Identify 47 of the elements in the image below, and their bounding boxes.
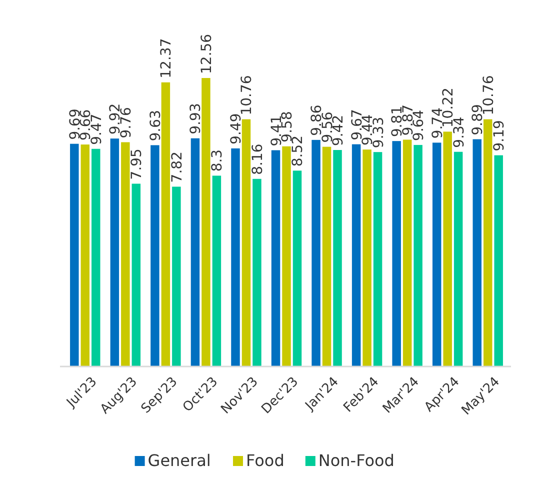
bar — [110, 138, 120, 366]
bar — [282, 146, 291, 366]
bar — [322, 146, 332, 366]
bar — [190, 138, 200, 366]
bar — [212, 176, 222, 366]
data-label: 9.63 — [148, 110, 164, 142]
bar — [352, 144, 361, 366]
bar — [150, 145, 160, 366]
bar — [472, 139, 482, 366]
bar — [483, 119, 492, 366]
bar — [402, 140, 412, 366]
data-label: 10.76 — [239, 75, 256, 116]
bar — [292, 170, 302, 366]
data-label: 8.3 — [210, 149, 226, 172]
bar — [70, 144, 79, 366]
data-label: 9.93 — [188, 103, 204, 134]
bar — [92, 148, 100, 366]
legend-label: General — [148, 451, 211, 470]
bar — [494, 155, 503, 366]
bar — [121, 142, 130, 366]
bar — [80, 144, 90, 366]
bar — [432, 142, 442, 366]
data-label: 9.49 — [228, 113, 244, 144]
bar — [392, 141, 401, 366]
bar — [373, 152, 382, 366]
data-label: 12.56 — [198, 34, 215, 74]
bar — [231, 148, 240, 366]
bar — [454, 152, 463, 366]
bar — [242, 119, 251, 366]
bar — [252, 178, 262, 366]
bar — [312, 140, 320, 366]
bar — [172, 186, 181, 366]
data-label: 8.16 — [250, 144, 266, 175]
bar — [202, 78, 210, 366]
bar — [443, 132, 452, 366]
data-label: 7.95 — [129, 148, 146, 180]
legend-label: Non-Food — [318, 451, 394, 470]
bar — [333, 150, 342, 366]
data-label: 7.82 — [169, 152, 186, 183]
bar — [161, 82, 170, 366]
legend-label: Food — [246, 451, 284, 470]
bar — [414, 144, 422, 366]
bar — [271, 150, 280, 366]
data-label: 12.37 — [158, 38, 175, 78]
bar — [362, 150, 372, 366]
data-label: 9.19 — [492, 120, 508, 152]
bar — [132, 184, 141, 366]
